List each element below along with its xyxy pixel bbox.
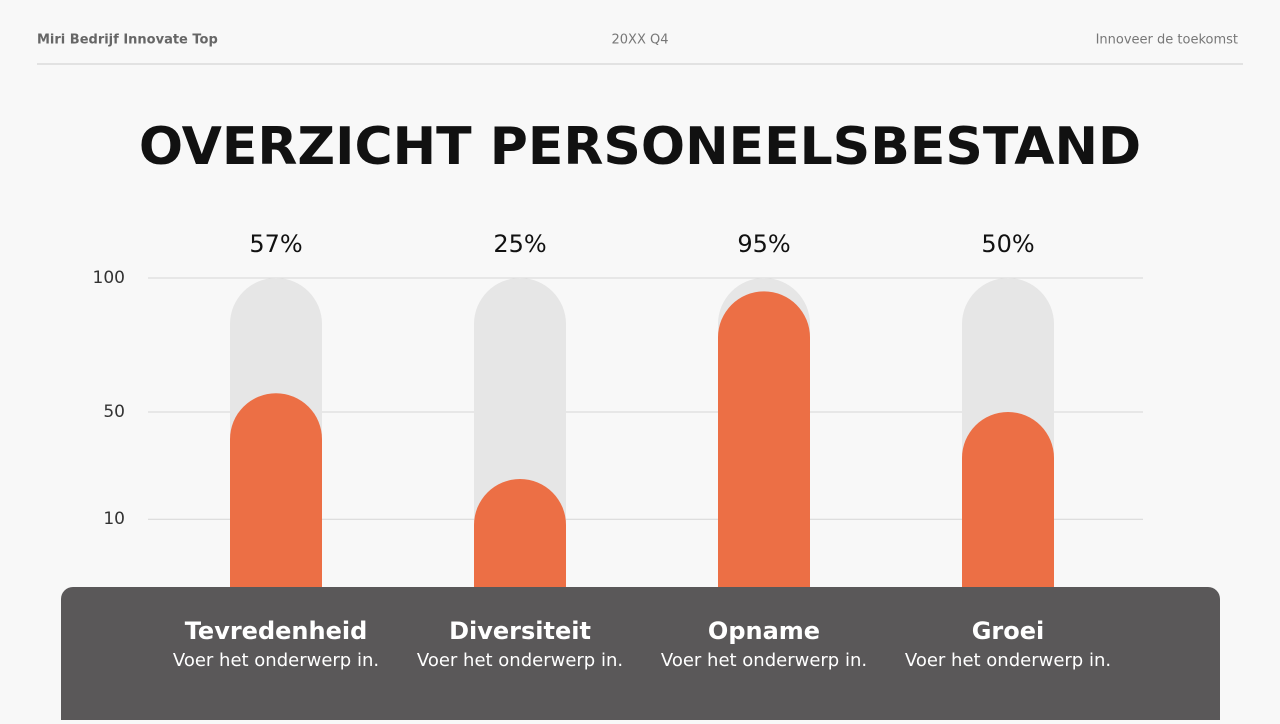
value-label: 25%: [493, 230, 546, 258]
category-note: Voer het onderwerp in.: [417, 650, 623, 671]
category-label: Groei: [972, 617, 1045, 645]
plot: 10 50 100 57% 25% 95% 50%: [93, 230, 1143, 640]
header-right: Innoveer de toekomst: [1096, 33, 1238, 48]
chart-title: OVERZICHT PERSONEELSBESTAND: [139, 117, 1141, 177]
category-note: Voer het onderwerp in.: [905, 650, 1111, 671]
header-center: 20XX Q4: [612, 33, 669, 48]
label-panel: [61, 587, 1220, 724]
value-label: 57%: [249, 230, 302, 258]
y-tick-label: 50: [103, 402, 125, 422]
value-label: 50%: [981, 230, 1034, 258]
category-label: Diversiteit: [449, 617, 591, 645]
bar: [962, 412, 1054, 640]
category-note: Voer het onderwerp in.: [173, 650, 379, 671]
category-note: Voer het onderwerp in.: [661, 650, 867, 671]
labels: Tevredenheid Voer het onderwerp in. Divers…: [173, 617, 1111, 671]
category-label: Tevredenheid: [185, 617, 368, 645]
bar: [230, 393, 322, 640]
header-left: Miri Bedrijf Innovate Top: [37, 33, 218, 48]
y-tick-label: 100: [93, 268, 125, 288]
y-tick-label: 10: [103, 509, 125, 529]
bar: [718, 291, 810, 640]
value-label: 95%: [737, 230, 790, 258]
category-label: Opname: [708, 617, 820, 645]
